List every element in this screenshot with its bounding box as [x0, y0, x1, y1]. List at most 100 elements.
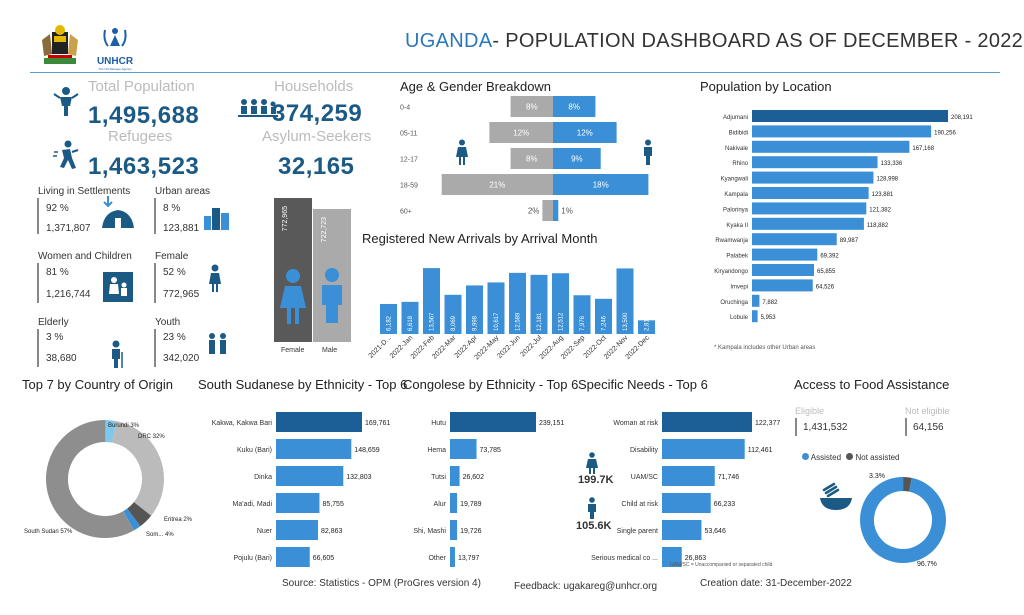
refugees-icon: [52, 140, 80, 175]
needs-note: UAM/SC = Unaccompanied or separated chil…: [670, 562, 773, 568]
locchart-bar: [752, 202, 867, 215]
food-not-eligible-value: 64,156: [913, 422, 944, 433]
location-chart: Adjumani 208,191 Bidibidi 190,256 Nakivale 16…: [700, 106, 1000, 331]
arrivals-month-label: 2022-Dec: [624, 334, 651, 361]
gender-bar-female: 772,965: [274, 198, 312, 342]
urban-pct: 8 %: [163, 203, 181, 214]
ssdchart-category-label: Pojulu (Bari): [233, 555, 272, 562]
needschart-category-label: Single parent: [617, 528, 658, 535]
women-children-value: 1,216,744: [46, 289, 91, 300]
codchart-value-label: 26,602: [463, 474, 485, 481]
locchart-value-label: 208,191: [951, 115, 973, 121]
locchart-bar: [752, 171, 874, 184]
codchart-bar: [450, 439, 477, 459]
food-chart: 3.3% 96.7%: [855, 468, 975, 573]
needschart-category-label: UAM/SC: [631, 474, 658, 481]
women-children-pct: 81 %: [46, 267, 69, 278]
location-note: * Kampala includes other Urban areas: [714, 345, 816, 351]
arrivals-value-label: 7,976: [580, 315, 586, 331]
age-female-value: 12%: [513, 129, 529, 138]
needschart-value-label: 53,646: [704, 528, 726, 535]
gender-female-label: Female: [281, 347, 305, 354]
needs-title: Specific Needs - Top 6: [578, 377, 708, 392]
ssdchart-value-label: 132,803: [346, 474, 371, 481]
youth-divider: [154, 329, 156, 367]
arrivals-value-label: 13,567: [430, 312, 436, 331]
needschart-bar: [662, 547, 682, 567]
footer-creation-date: Creation date: 31-December-2022: [700, 578, 852, 589]
needschart-bar: [662, 466, 715, 486]
title-country: UGANDA: [405, 30, 493, 52]
asylum-seekers-value: 32,165: [278, 153, 355, 180]
households-label: Households: [274, 78, 354, 95]
refugees-label: Refugees: [108, 128, 173, 145]
locchart-bar: [752, 187, 869, 199]
needschart-category-label: Disability: [630, 447, 659, 454]
locchart-bar: [752, 233, 837, 246]
locchart-category-label: Kiryandongo: [714, 269, 748, 275]
age-male-value: 1%: [561, 207, 573, 216]
ssd-chart: Kakwa, Kakwa Bari 169,761 Kuku (Bari) 148,6…: [198, 410, 398, 570]
age-category-label: 05-11: [400, 131, 417, 138]
female-divider: [154, 263, 156, 303]
urban-buildings-icon: [204, 206, 230, 235]
needs-female-count: 199.7K: [578, 474, 614, 486]
locchart-category-label: Palorinya: [723, 207, 749, 213]
location-title: Population by Location: [700, 79, 832, 94]
needschart-bar: [662, 439, 745, 459]
arrivals-bar: [423, 268, 440, 334]
age-female-bar: [510, 96, 553, 117]
origin-label: South Sudan 57%: [24, 529, 73, 535]
youth-label: Youth: [155, 317, 181, 328]
locchart-value-label: 123,881: [872, 192, 894, 198]
needschart-category-label: Woman at risk: [613, 420, 658, 427]
codchart-bar: [450, 547, 455, 567]
arrivals-bar: [401, 301, 419, 334]
locchart-bar: [752, 217, 864, 230]
age-male-bar: [553, 200, 559, 221]
locchart-bar: [752, 294, 760, 307]
arrivals-bar: [487, 282, 505, 334]
food-value-label: 3.3%: [869, 473, 885, 480]
donut-slice: [46, 420, 164, 538]
locchart-category-label: Bidibidi: [729, 130, 748, 136]
ssdchart-category-label: Kakwa, Kakwa Bari: [212, 420, 273, 427]
locchart-category-label: Imvepi: [730, 284, 748, 290]
food-bowl-icon: [818, 480, 854, 515]
arrivals-value-label: 12,589: [516, 312, 522, 331]
food-legend: Assisted Not assisted: [802, 453, 900, 462]
ssdchart-bar: [276, 547, 310, 567]
cod-title: Congolese by Ethnicity - Top 6: [403, 377, 579, 392]
settlement-tent-icon: [98, 196, 136, 235]
arrivals-value-label: 8,069: [451, 315, 457, 331]
locchart-bar: [752, 125, 932, 138]
codchart-value-label: 239,151: [539, 420, 564, 427]
unhcr-logo: UNHCR The UN Refugee Agency: [92, 22, 138, 71]
households-icon: [238, 98, 278, 123]
women-children-divider: [37, 263, 39, 303]
settlements-pct: 92 %: [46, 203, 69, 214]
age-female-bar: [542, 200, 553, 221]
female-figure-icon: [280, 269, 306, 324]
arrivals-bar: [444, 294, 462, 334]
arrivals-bar: [380, 303, 397, 334]
codchart-value-label: 19,726: [460, 528, 482, 535]
locchart-value-label: 69,392: [820, 254, 839, 260]
ssdchart-bar: [276, 493, 320, 513]
codchart-category-label: Tutsi: [431, 474, 446, 481]
locchart-value-label: 167,168: [912, 146, 934, 152]
age-category-label: 0-4: [400, 105, 410, 112]
food-not-eligible-divider: [905, 418, 907, 436]
ssdchart-value-label: 85,755: [322, 501, 344, 508]
ssdchart-bar: [276, 466, 344, 486]
age-category-label: 12-17: [400, 157, 418, 164]
footer-feedback[interactable]: Feedback: ugakareg@unhcr.org: [514, 581, 658, 592]
total-population-icon: [52, 86, 80, 121]
origin-label: DRC 32%: [138, 434, 165, 440]
age-gender-chart: 0-4 8% 8% 05-11 12% 12% 12-17 8% 9% 18-59 21% 18% 60…: [390, 92, 690, 222]
ssdchart-value-label: 169,761: [365, 420, 390, 427]
locchart-category-label: Rhino: [732, 161, 748, 167]
codchart-category-label: Alur: [434, 501, 447, 508]
codchart-bar: [450, 412, 536, 432]
origin-chart: South Sudan 57% DRC 32% Burundi 3% Eritrea …: [20, 405, 200, 570]
